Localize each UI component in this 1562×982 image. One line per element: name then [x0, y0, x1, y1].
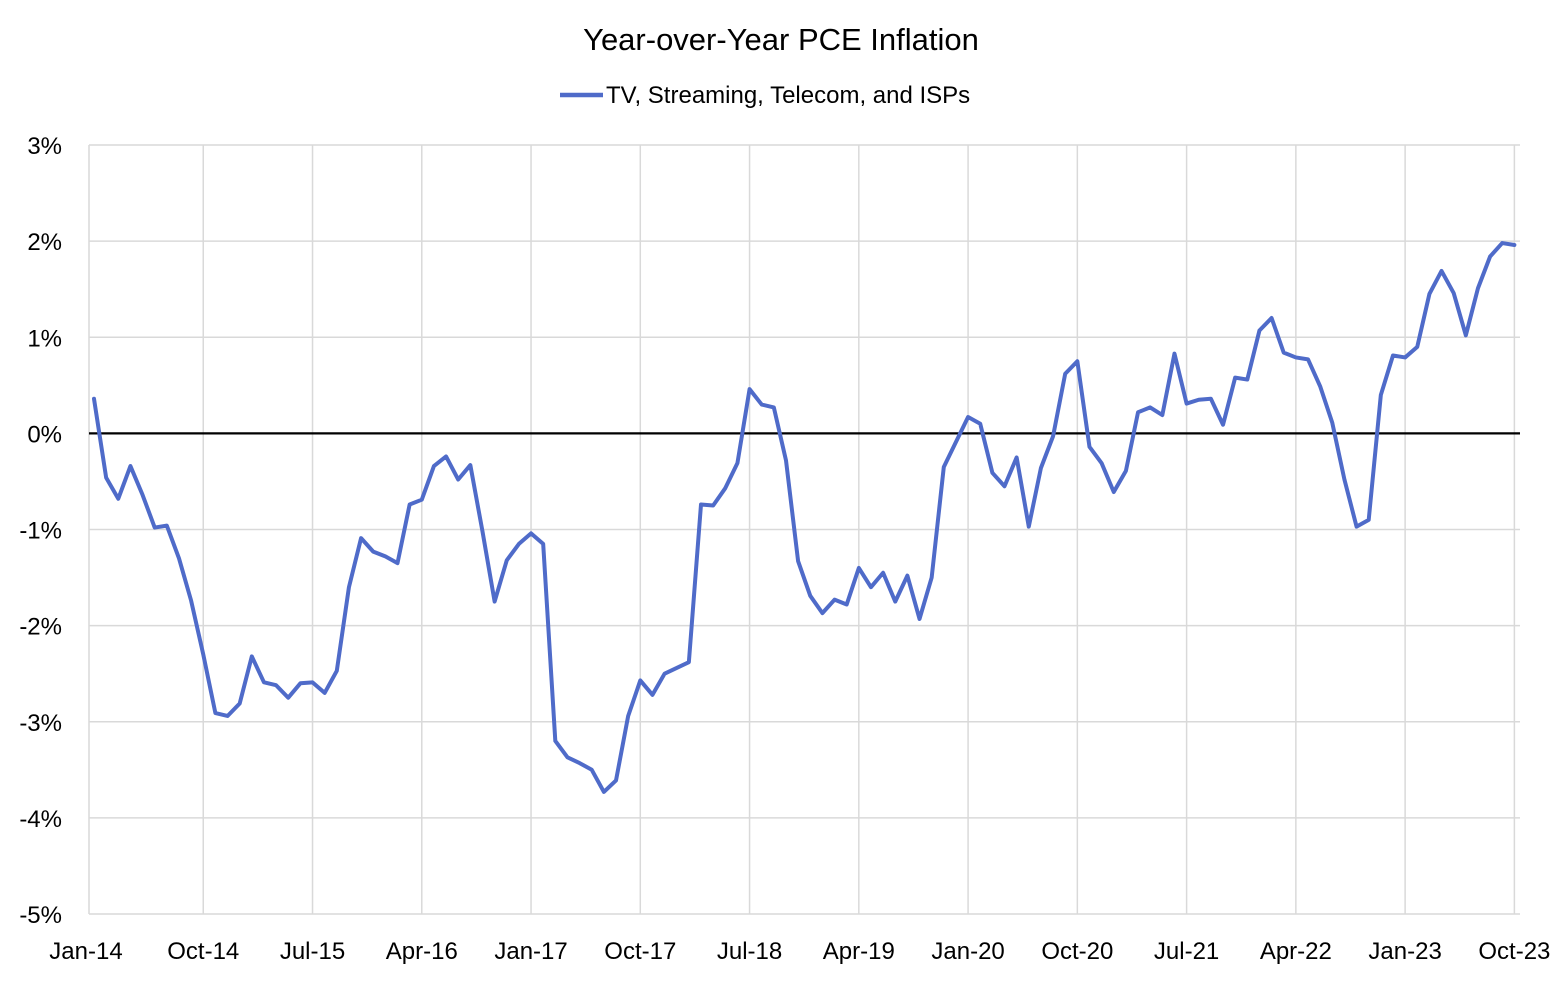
x-tick-label: Jul-21 — [1154, 938, 1219, 965]
y-tick-label: -3% — [19, 710, 62, 737]
x-tick-label: Apr-16 — [386, 938, 458, 965]
y-tick-label: -4% — [19, 806, 62, 833]
x-tick-label: Oct-23 — [1478, 938, 1550, 965]
x-axis: Jan-14 Oct-14 Jul-15 Apr-16 Jan-17 Oct-17 Jul-… — [49, 938, 1550, 965]
grid-layer — [88, 144, 1520, 915]
x-tick-label: Apr-22 — [1260, 938, 1332, 965]
y-tick-label: -1% — [19, 518, 62, 545]
legend-label: TV, Streaming, Telecom, and ISPs — [606, 82, 970, 109]
series-layer — [92, 241, 1517, 794]
y-tick-label: -5% — [19, 902, 62, 929]
y-tick-label: 0% — [27, 421, 62, 448]
x-tick-label: Jan-20 — [931, 938, 1004, 965]
x-tick-label: Jul-15 — [280, 938, 345, 965]
y-tick-label: 1% — [27, 325, 62, 352]
x-tick-label: Oct-17 — [604, 938, 676, 965]
series-line — [92, 241, 1517, 794]
y-tick-label: 3% — [27, 133, 62, 160]
x-tick-label: Apr-19 — [823, 938, 895, 965]
x-tick-label: Jan-17 — [494, 938, 567, 965]
x-tick-label: Jul-18 — [717, 938, 782, 965]
x-tick-label: Jan-14 — [49, 938, 122, 965]
x-tick-label: Oct-20 — [1041, 938, 1113, 965]
y-tick-label: 2% — [27, 229, 62, 256]
y-axis: 3% 2% 1% 0% -1% -2% -3% -4% -5% — [19, 133, 62, 929]
x-tick-label: Oct-14 — [167, 938, 239, 965]
x-tick-label: Jan-23 — [1368, 938, 1441, 965]
chart-title: Year-over-Year PCE Inflation — [583, 22, 979, 57]
legend: TV, Streaming, Telecom, and ISPs — [560, 82, 970, 109]
y-tick-label: -2% — [19, 614, 62, 641]
